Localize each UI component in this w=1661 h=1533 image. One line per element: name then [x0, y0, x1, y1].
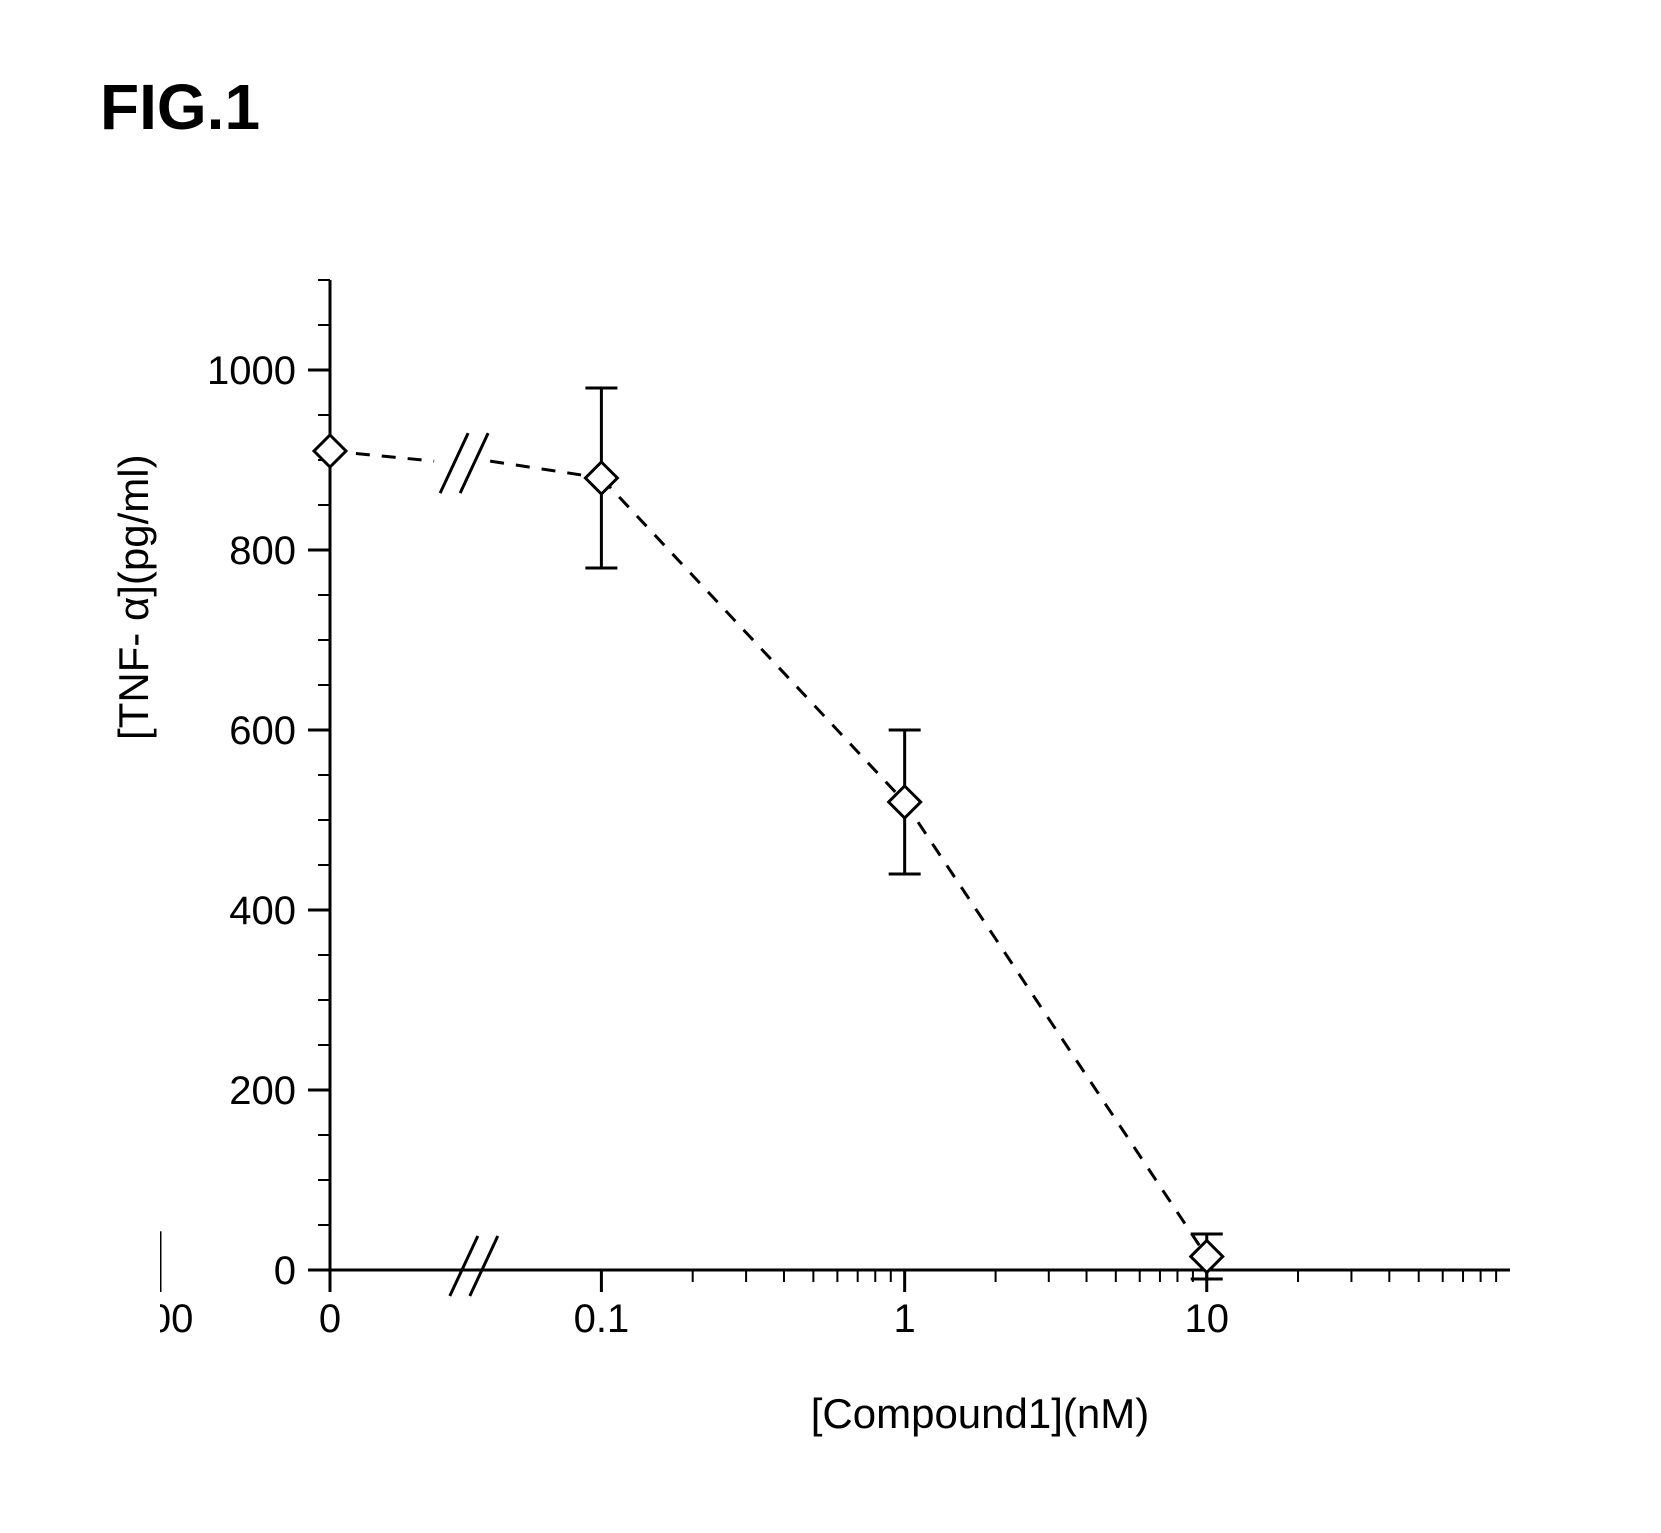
figure-title: FIG.1 [100, 70, 260, 144]
x-axis-label: [Compound1](nM) [390, 1390, 1570, 1438]
chart-container: 0200400600800100000.1110100 [Compound1](… [160, 260, 1540, 1440]
svg-text:100: 100 [160, 1297, 193, 1341]
chart-svg: 0 200 400 600 800 1000 0 0.1 1 10 100 [160, 260, 1540, 1440]
svg-text:0: 0 [319, 1297, 341, 1341]
page: FIG.1 0 200 400 600 800 1000 0 0.1 1 10 100 [Compo… [0, 0, 1661, 1533]
svg-text:1000: 1000 [207, 349, 296, 393]
svg-text:800: 800 [229, 529, 296, 573]
svg-text:600: 600 [229, 709, 296, 753]
svg-text:1: 1 [894, 1297, 916, 1341]
svg-text:200: 200 [229, 1069, 296, 1113]
svg-text:400: 400 [229, 889, 296, 933]
svg-text:10: 10 [1184, 1297, 1229, 1341]
y-axis-label: [TNF- α](pg/ml) [110, 454, 158, 740]
svg-text:0.1: 0.1 [574, 1297, 630, 1341]
svg-text:0: 0 [274, 1249, 296, 1293]
